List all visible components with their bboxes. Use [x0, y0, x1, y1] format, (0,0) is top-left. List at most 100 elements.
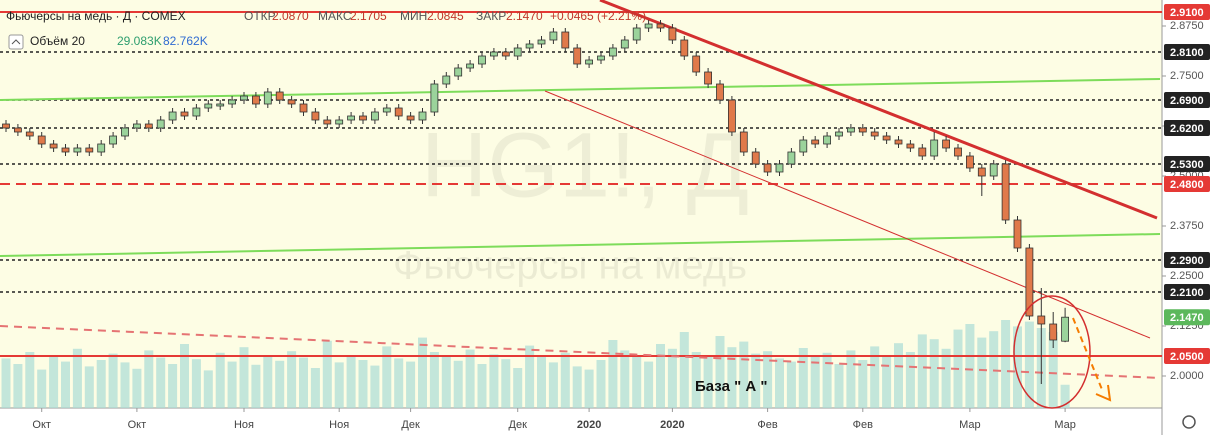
volume-bar — [144, 350, 154, 408]
volume-bar — [215, 352, 225, 408]
candle-body — [275, 91, 284, 101]
candle-body — [418, 111, 427, 121]
price-level-badge — [1164, 284, 1210, 300]
candle-body — [585, 59, 593, 65]
volume-bar — [61, 361, 70, 408]
candle-body — [847, 127, 855, 133]
volume-bar — [537, 356, 546, 408]
candle-body — [787, 151, 796, 165]
x-tick-label: Окт — [32, 419, 51, 431]
volume-value: 29.083K — [117, 34, 162, 48]
candle-body — [835, 131, 843, 137]
x-tick-label: Окт — [128, 419, 147, 431]
x-tick-label: Ноя — [234, 419, 254, 431]
x-tick-label: Фев — [757, 419, 777, 431]
candle-body — [549, 31, 558, 41]
volume-bar — [596, 360, 606, 408]
trend-line — [0, 325, 1161, 379]
candle-body — [287, 99, 296, 105]
x-tick-label: 2020 — [660, 419, 684, 431]
candle-body — [478, 55, 486, 65]
volume-bar — [798, 348, 808, 408]
candle-body — [870, 131, 879, 137]
candle-body — [406, 115, 415, 121]
x-tick-label: Мар — [1054, 419, 1076, 431]
forecast-arrow — [1072, 317, 1104, 393]
open-value: 2.0870 — [272, 9, 309, 23]
volume-bar — [251, 364, 261, 408]
x-tick-label: Дек — [509, 419, 528, 431]
volume-bar — [667, 348, 677, 408]
candle-body — [370, 111, 379, 121]
price-level-label: 2.0500 — [1170, 351, 1204, 363]
axes-layer: 2.00002.12502.25002.37502.50002.62502.75… — [32, 4, 1210, 431]
watermark-symbol: HG1!, Д — [421, 114, 749, 216]
volume-bar — [1, 358, 11, 408]
candle-body — [537, 39, 546, 45]
open-label: ОТКР — [244, 9, 276, 23]
volume-bar — [882, 355, 892, 408]
candle-body — [359, 115, 367, 121]
candle-body — [347, 115, 356, 121]
price-level-badge — [1164, 4, 1210, 20]
volume-bar — [1013, 326, 1022, 408]
high-label: МАКС — [318, 9, 352, 23]
volume-bar — [858, 360, 868, 408]
volume-bar — [49, 355, 59, 408]
volume-bar — [394, 358, 404, 408]
price-level-badge — [1164, 252, 1210, 268]
volume-bar — [560, 352, 570, 408]
volume-bar — [751, 353, 761, 408]
candle-body — [1001, 163, 1010, 221]
candle-body — [240, 95, 248, 101]
volume-bar — [584, 369, 594, 408]
volume-bar — [513, 368, 523, 408]
candle-body — [644, 23, 653, 29]
candle-body — [97, 143, 106, 153]
candle-body — [704, 71, 712, 85]
volume-bar — [168, 364, 178, 408]
highlight-ellipse — [1013, 295, 1091, 409]
volume-bar — [572, 366, 582, 408]
candle-body — [989, 163, 998, 177]
volume-bar — [299, 357, 308, 408]
candle-body — [25, 131, 34, 137]
volume-bar — [632, 355, 642, 408]
candle-body — [942, 139, 950, 149]
candle-body — [489, 51, 498, 57]
collapse-icon — [11, 39, 21, 45]
settings-icon[interactable] — [1182, 415, 1196, 429]
candle-body — [85, 147, 94, 153]
volume-bar — [1024, 321, 1034, 408]
volume-bar — [477, 364, 487, 408]
candle-body — [858, 127, 867, 133]
candle-body — [977, 167, 986, 177]
candle-body — [620, 39, 629, 49]
volume-bar — [786, 361, 796, 408]
candle-body — [728, 99, 736, 133]
candle-body — [49, 143, 58, 149]
volume-bar — [322, 340, 332, 408]
volume-bar — [941, 348, 951, 408]
candle-body — [180, 111, 189, 117]
volume-bar — [72, 348, 82, 408]
volume-bar — [310, 368, 320, 408]
candle-body — [466, 63, 475, 69]
candle-body — [13, 127, 22, 133]
x-tick-label: Фев — [853, 419, 873, 431]
volume-bar — [739, 341, 749, 408]
collapse-button[interactable] — [8, 34, 24, 50]
candle-body — [763, 163, 772, 173]
trend-line — [599, 0, 1158, 220]
volume-bar — [191, 359, 201, 408]
volume-bar — [822, 352, 832, 408]
volume-bar — [905, 352, 915, 408]
candle-body — [656, 23, 665, 29]
candle-body — [1013, 219, 1022, 249]
x-tick-label: Ноя — [329, 419, 349, 431]
candle-body — [573, 47, 582, 65]
volume-bar — [1048, 332, 1058, 408]
price-level-badge — [1164, 309, 1210, 326]
candle-body — [263, 91, 272, 105]
candle-body — [132, 123, 141, 129]
